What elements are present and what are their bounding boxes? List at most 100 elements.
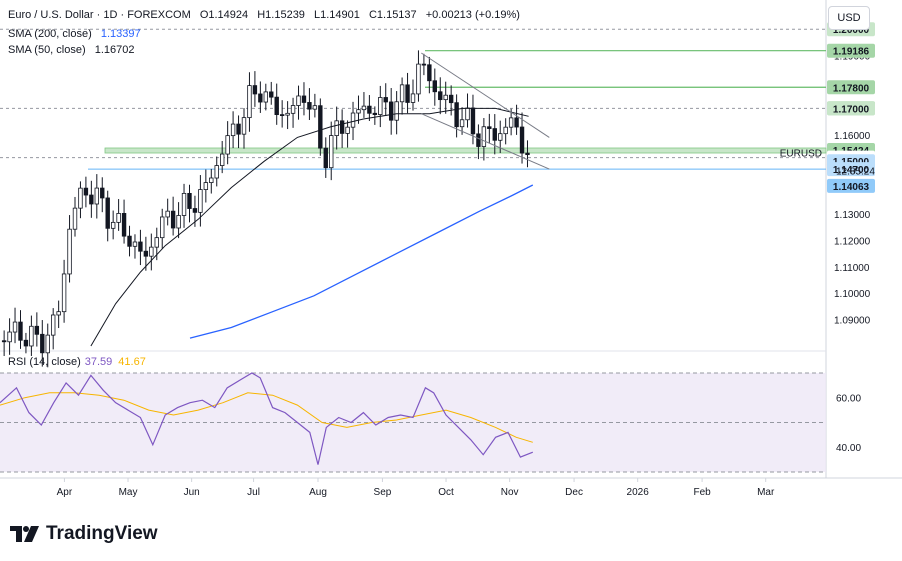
x-tick-label: Oct [438, 487, 454, 498]
candle-body [40, 333, 45, 354]
candle-body [279, 114, 285, 117]
brand-logo[interactable]: TradingView [10, 521, 158, 547]
x-tick-label: Sep [374, 487, 392, 498]
candle-body [105, 197, 110, 229]
candle-body [269, 91, 274, 98]
x-tick-label: Dec [565, 487, 583, 498]
candle-body [394, 101, 399, 121]
candle-body [83, 187, 89, 196]
candle-body [388, 101, 394, 121]
candle-body [143, 250, 149, 257]
channel-upper-line [421, 52, 550, 138]
candle-body [198, 189, 203, 213]
indicator-lines [90, 52, 550, 347]
change-value: +0.00213 (+0.19%) [425, 9, 520, 21]
symbol-title[interactable]: Euro / U.S. Dollar · 1D · FOREXCOM [8, 9, 191, 21]
currency-button[interactable]: USD [828, 6, 870, 30]
candle-body [405, 84, 410, 103]
candle-body [438, 91, 443, 101]
candle-body [18, 321, 23, 341]
candle-body [307, 102, 312, 110]
candle-body [465, 107, 470, 121]
x-tick-label: Feb [693, 487, 711, 498]
candle-body [149, 246, 154, 257]
y-tick-label: 1.09000 [834, 316, 871, 327]
x-tick-label: Apr [57, 487, 73, 498]
tradingview-logo-icon [10, 526, 39, 542]
price-axis[interactable]: 1.09000 1.10000 1.11000 1.12000 1.13000 1.160… [780, 22, 876, 454]
candle-body [78, 187, 83, 209]
candle-body [225, 135, 230, 155]
candle-body [345, 126, 350, 134]
candle-body [503, 126, 508, 135]
x-tick-label: Aug [309, 487, 327, 498]
level-tag [827, 43, 875, 58]
y-tick-label: 1.16000 [834, 131, 871, 142]
candle-body [160, 216, 165, 239]
candle-body [127, 235, 132, 247]
candle-body [170, 210, 176, 229]
candle-body [132, 241, 138, 247]
candle-body [470, 107, 476, 135]
y-tick-label: 1.12000 [834, 236, 871, 247]
candle-body [361, 105, 367, 111]
candle-body [56, 311, 61, 316]
candle-body [50, 314, 56, 336]
level-tag-label: 1.17000 [833, 104, 870, 115]
candle-body [514, 117, 519, 128]
y-tick-label: 1.13000 [834, 210, 871, 221]
candle-body [67, 228, 72, 275]
sma200-value: 1.13397 [100, 28, 141, 40]
bar-countdown: 12:35:24 [836, 167, 875, 178]
candle-body [192, 208, 198, 213]
candle-body [285, 112, 290, 116]
level-tag-label: 1.14063 [833, 182, 870, 193]
level-band-green [104, 147, 827, 154]
price-chart[interactable]: 1.09000 1.10000 1.11000 1.12000 1.13000 1.160… [0, 0, 902, 520]
symbol-ohlc-legend: Euro / U.S. Dollar · 1D · FOREXCOM O1.14… [8, 9, 526, 21]
candle-body [258, 93, 263, 103]
x-tick-label: Mar [757, 487, 775, 498]
candle-body [432, 80, 438, 93]
candle-body [7, 331, 12, 343]
sma50-line [90, 107, 529, 347]
candle-body [372, 112, 378, 115]
sma50-legend[interactable]: SMA (50, close) 1.16702 [8, 44, 140, 56]
candle-body [421, 63, 427, 66]
y-tick-label: 1.11000 [834, 263, 870, 274]
candle-body [61, 273, 67, 313]
candle-body [187, 192, 192, 209]
candle-body [230, 123, 236, 137]
sma50-label: SMA (50, close) [8, 44, 86, 56]
candle-body [247, 85, 252, 119]
candle-body [481, 126, 487, 147]
rsi-ma-line [0, 392, 533, 443]
rsi-label: RSI (14, close) [8, 356, 81, 368]
rsi-legend[interactable]: RSI (14, close) 37.59 41.67 [8, 356, 146, 368]
sma50-value: 1.16702 [94, 44, 135, 56]
candle-body [329, 135, 334, 169]
brand-name: TradingView [46, 523, 158, 544]
candle-body [339, 120, 345, 134]
candle-body [334, 120, 339, 136]
candle-body [356, 109, 361, 114]
candle-body [252, 85, 258, 95]
candle-body [110, 221, 116, 229]
candle-body [410, 93, 416, 103]
candlestick-series [1, 50, 530, 368]
candle-body [236, 123, 241, 135]
candle-body [519, 126, 525, 154]
candle-body [416, 63, 421, 95]
rsi-panel [0, 372, 826, 473]
candle-body [116, 213, 121, 223]
candle-body [89, 194, 94, 205]
candle-body [154, 237, 159, 248]
candle-body [12, 321, 18, 333]
sma200-label: SMA (200, close) [8, 28, 92, 40]
sma200-legend[interactable]: SMA (200, close) 1.13397 [8, 28, 147, 40]
candle-body [476, 133, 481, 147]
candle-body [23, 339, 29, 347]
candle-body [94, 187, 100, 205]
candle-body [100, 187, 105, 199]
time-axis[interactable]: Apr May Jun Jul Aug Sep Oct Nov Dec 2026 Feb Mar [57, 478, 775, 498]
